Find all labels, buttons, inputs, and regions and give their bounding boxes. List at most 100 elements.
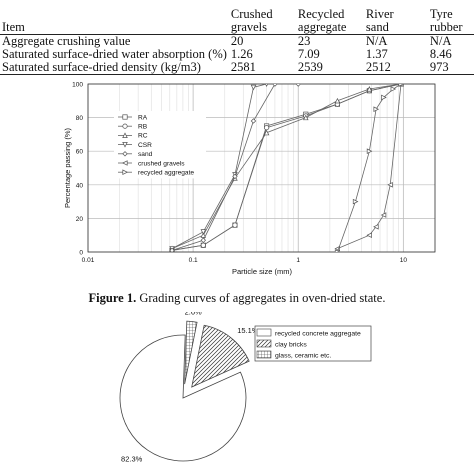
- data-point: [272, 84, 278, 87]
- data-point: [334, 249, 341, 252]
- table-cell: N/A: [365, 34, 388, 48]
- series-line: [337, 84, 402, 250]
- pie-slice-label: 82.3%: [121, 455, 143, 464]
- data-point: [381, 94, 387, 101]
- series-line: [171, 84, 402, 250]
- legend-marker: [122, 142, 128, 148]
- table-cell: 1.37: [365, 47, 388, 61]
- x-axis-label: Particle size (mm): [232, 267, 293, 276]
- legend-marker: [122, 160, 128, 166]
- pie-legend-box: [254, 325, 372, 362]
- pie-legend-label: glass, ceramic etc.: [275, 353, 331, 360]
- table-cell: Saturated surface-dried water absorption…: [2, 47, 227, 61]
- table-row: Saturated surface-dried density (kg/m3) …: [0, 61, 474, 75]
- legend-label: crushed gravels: [138, 160, 185, 167]
- pie-slice-clay-bricks: [191, 324, 250, 388]
- data-point: [398, 84, 404, 87]
- pie-legend-item: recycled concrete aggregate: [256, 328, 361, 338]
- grading-curve-chart: 0 20 40 60 80 100 0.01 0.1 1 10 Particle size (mm…: [63, 82, 436, 276]
- x-tick-label: 10: [400, 257, 408, 264]
- y-tick-label: 80: [76, 115, 84, 122]
- data-point: [303, 114, 309, 121]
- legend-label: RB: [138, 124, 148, 131]
- legend-marker: [122, 151, 128, 157]
- table-header-row: Item Crushed gravels Recycled aggregate …: [0, 0, 474, 35]
- data-point: [200, 232, 207, 238]
- table-cell: 2539: [297, 60, 323, 74]
- legend-item: RA: [118, 114, 148, 121]
- legend-item: crushed gravels: [118, 160, 185, 167]
- pie-legend-item: clay bricks: [256, 339, 307, 349]
- legend-item: sand: [118, 151, 153, 158]
- pie-slice-label: 2.6%: [185, 312, 202, 317]
- chart-ticks: 0 20 40 60 80 100 0.01 0.1 1 10: [72, 82, 407, 265]
- legend-label: sand: [138, 151, 153, 158]
- figure-caption: Figure 1. Grading curves of aggregates i…: [0, 291, 474, 306]
- data-point: [250, 84, 257, 91]
- data-point: [366, 86, 373, 92]
- pie-slice-glass-ceramic-etc-: [184, 320, 198, 385]
- col-header-recycled-aggregate-label: Recycled aggregate: [297, 7, 347, 34]
- legend-label: recycled aggregate: [138, 170, 194, 177]
- pie-legend-item: glass, ceramic etc.: [256, 350, 331, 360]
- chart-series-group: [169, 84, 404, 252]
- data-point: [387, 182, 393, 188]
- pie-legend-label: recycled concrete aggregate: [275, 331, 361, 338]
- x-tick-label: 0.01: [82, 257, 95, 264]
- data-point: [250, 118, 257, 124]
- table-row: Saturated surface-dried water absorption…: [0, 48, 474, 61]
- series-recycled-aggregate: [334, 84, 404, 252]
- y-tick-label: 40: [76, 182, 84, 189]
- col-header-tyre-rubber: Tyre rubber: [428, 0, 474, 35]
- legend-label: RA: [138, 114, 148, 121]
- data-point: [200, 242, 206, 248]
- y-tick-label: 60: [76, 149, 84, 156]
- data-point: [366, 232, 372, 238]
- pie-slice-recycled-concrete-aggregate: [119, 334, 247, 462]
- table-cell: Saturated surface-dried density (kg/m3): [2, 60, 201, 74]
- pie-legend-swatch: [256, 339, 272, 348]
- series-crushed-gravels: [334, 84, 404, 252]
- table-cell: 2512: [365, 60, 391, 74]
- table-row: Aggregate crushing value 20 23 N/A N/A: [0, 35, 474, 49]
- legend-item: recycled aggregate: [118, 169, 194, 177]
- data-point: [200, 229, 207, 235]
- data-point: [263, 129, 270, 136]
- table-cell: Aggregate crushing value: [2, 34, 131, 48]
- table-cell: 973: [429, 60, 449, 74]
- data-point: [380, 212, 387, 218]
- pie-legend-swatch: [256, 328, 272, 337]
- pie-legend-label: clay bricks: [275, 342, 307, 349]
- data-point: [295, 84, 301, 87]
- data-point: [232, 222, 238, 228]
- col-header-tyre-rubber-label: Tyre rubber: [429, 7, 463, 34]
- chart-legend: RA RB RC CSR sand crushed gravels recycled agg…: [114, 111, 206, 179]
- y-tick-label: 20: [76, 216, 84, 223]
- series-sand: [169, 84, 301, 252]
- data-point: [265, 84, 269, 87]
- data-point: [264, 125, 270, 131]
- pie-slice-label: 15.1%: [237, 326, 259, 335]
- col-header-river-sand-label: River sand: [365, 7, 394, 34]
- table-cell: 7.09: [297, 47, 320, 61]
- data-point: [334, 97, 341, 104]
- legend-marker: [122, 123, 128, 129]
- pie-legend: recycled concrete aggregate clay bricks gl…: [254, 325, 372, 362]
- data-point: [169, 247, 175, 252]
- composition-pie-chart: 2.6% 15.1% 82.3% recycled concrete aggrega…: [119, 312, 372, 464]
- legend-marker: [122, 132, 128, 138]
- data-point: [352, 198, 359, 205]
- figure-caption-label: Figure 1.: [88, 291, 137, 305]
- figure-caption-text: Grading curves of aggregates in oven-dri…: [136, 291, 386, 305]
- col-header-crushed-gravels: Crushed gravels: [229, 0, 296, 35]
- series-line: [171, 84, 299, 251]
- legend-label: CSR: [138, 142, 152, 149]
- y-axis-label: Percentage passing (%): [63, 127, 72, 208]
- col-header-item: Item: [0, 0, 229, 35]
- legend-item: CSR: [118, 142, 152, 149]
- legend-marker: [122, 114, 128, 120]
- x-tick-label: 1: [296, 257, 300, 264]
- col-header-recycled-aggregate: Recycled aggregate: [296, 0, 364, 35]
- table-cell: 20: [230, 34, 244, 48]
- data-point: [200, 237, 207, 243]
